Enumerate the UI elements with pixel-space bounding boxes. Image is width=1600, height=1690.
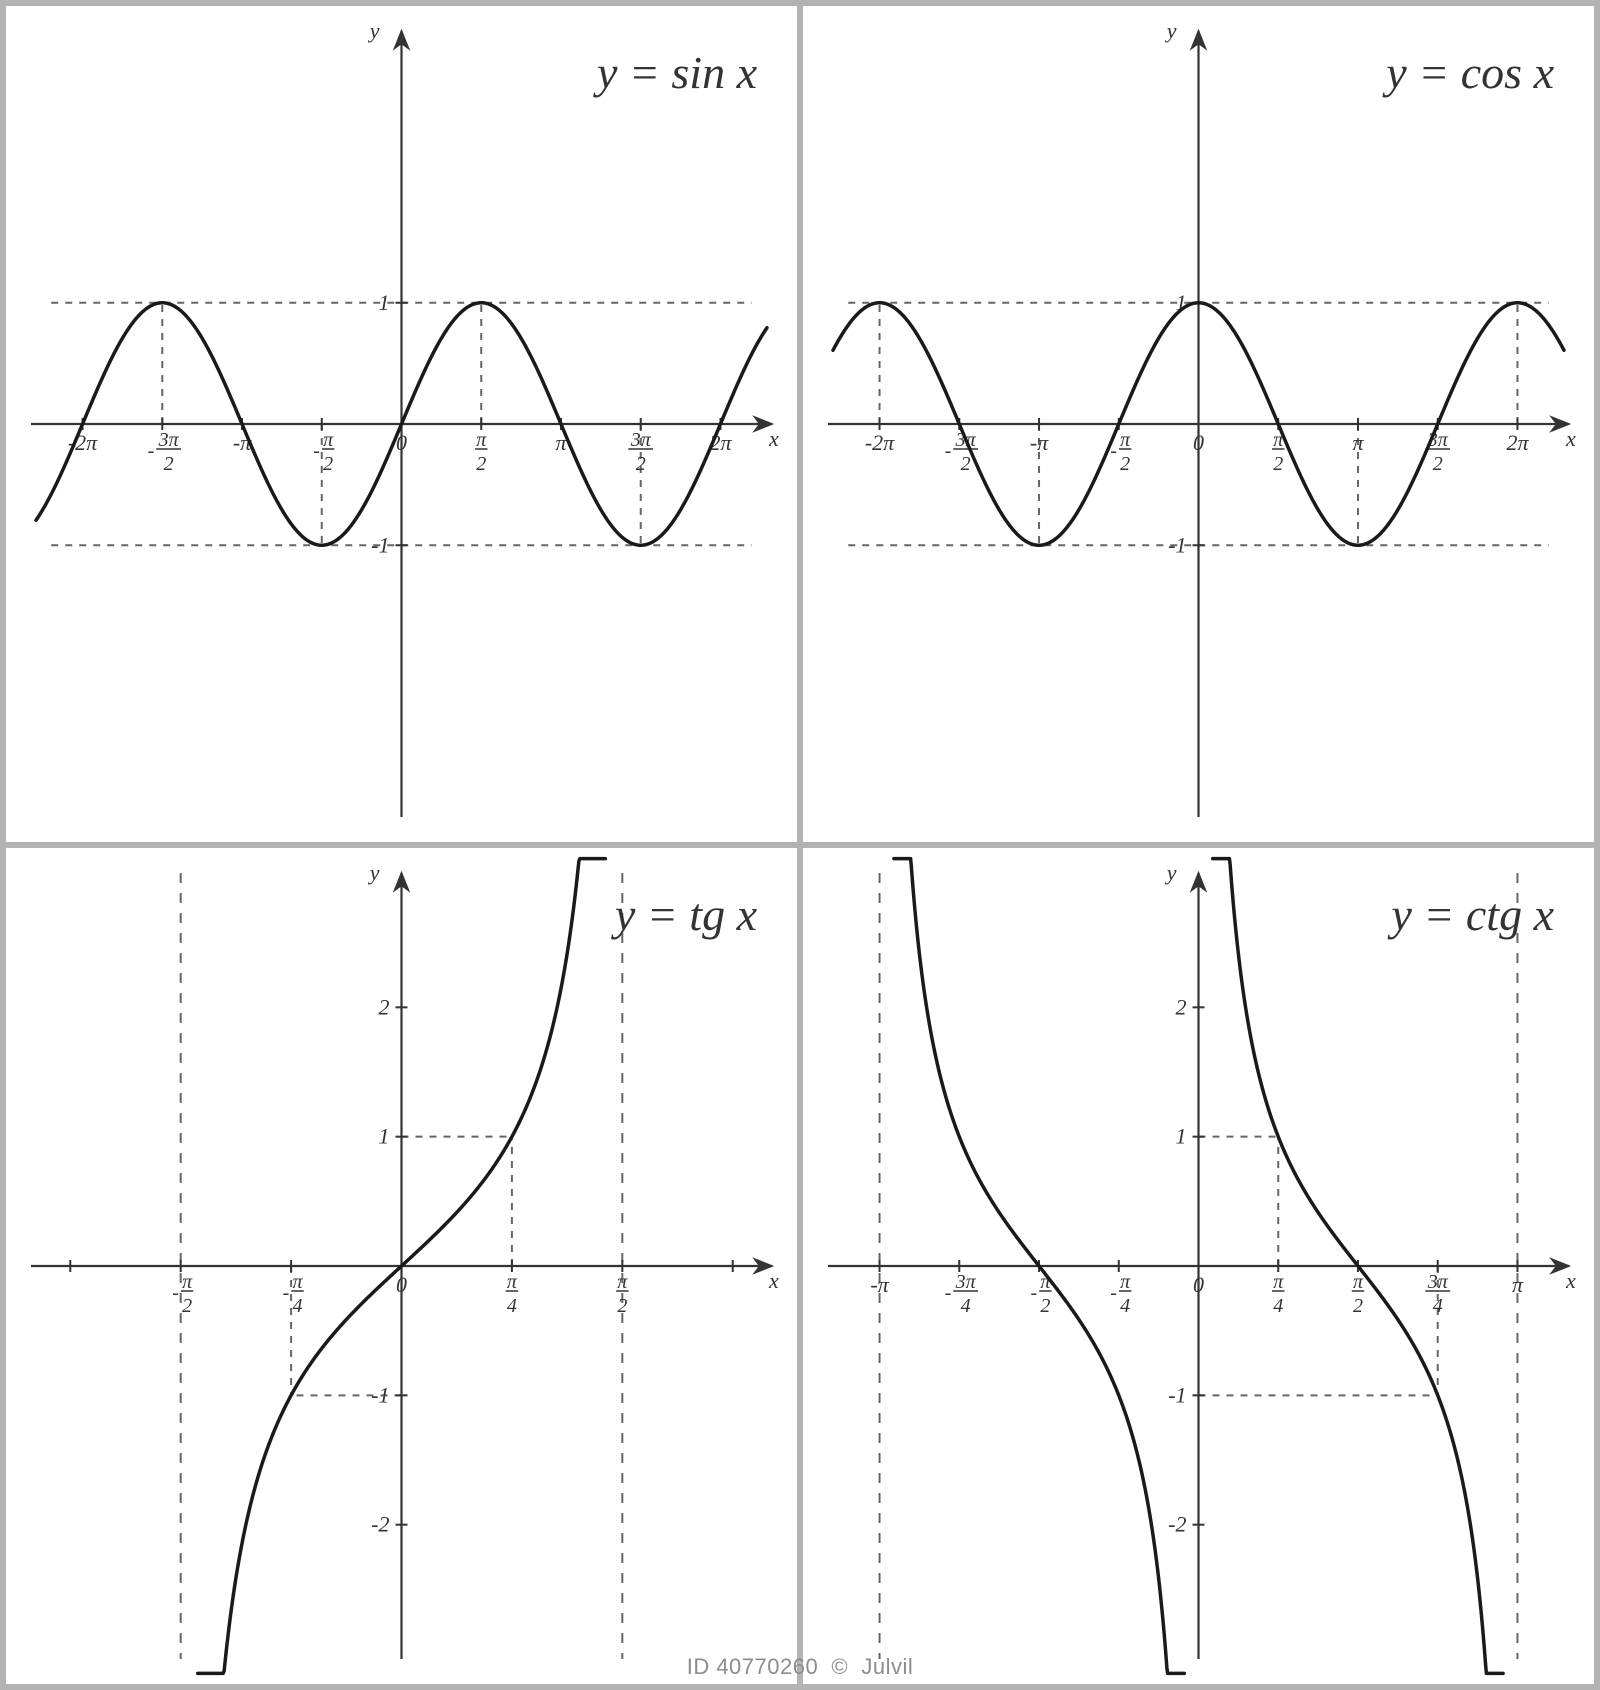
cos-title: y = cos x xyxy=(1386,46,1554,99)
svg-text:-: - xyxy=(945,440,952,462)
cos-chart: xy-2π3π2--ππ2-0π2π3π22π1-1 xyxy=(803,6,1594,842)
svg-text:-: - xyxy=(945,1282,952,1304)
svg-text:2: 2 xyxy=(617,1295,627,1317)
panel-ctg: xy-π3π4-π2-π4-0π4π23π4π21-1-2y = ctg x xyxy=(803,848,1594,1684)
svg-text:x: x xyxy=(1565,426,1576,451)
svg-text:4: 4 xyxy=(507,1295,517,1317)
svg-text:π: π xyxy=(476,429,487,451)
svg-text:3π: 3π xyxy=(955,1271,977,1293)
svg-text:x: x xyxy=(768,1268,779,1293)
svg-text:2: 2 xyxy=(323,453,333,475)
svg-text:2: 2 xyxy=(164,453,174,475)
svg-text:-: - xyxy=(148,440,155,462)
svg-text:4: 4 xyxy=(1273,1295,1283,1317)
tg-chart: xyπ2-π4-0π4π221-1-2 xyxy=(6,848,797,1684)
svg-text:x: x xyxy=(1565,1268,1576,1293)
panel-sin: xy-2π3π2--ππ2-0π2π3π22π1-1y = sin x xyxy=(6,6,797,842)
svg-text:0: 0 xyxy=(1193,430,1204,455)
svg-text:π: π xyxy=(1273,1271,1284,1293)
svg-text:-2: -2 xyxy=(371,1512,389,1537)
chart-grid: xy-2π3π2--ππ2-0π2π3π22π1-1y = sin x xy-2… xyxy=(0,0,1600,1690)
ctg-chart: xy-π3π4-π2-π4-0π4π23π4π21-1-2 xyxy=(803,848,1594,1684)
svg-text:-2: -2 xyxy=(1168,1512,1186,1537)
svg-text:-: - xyxy=(313,440,320,462)
svg-text:2: 2 xyxy=(1273,453,1283,475)
svg-text:1: 1 xyxy=(379,290,390,315)
svg-text:x: x xyxy=(768,426,779,451)
svg-text:2π: 2π xyxy=(1506,430,1529,455)
svg-text:π: π xyxy=(1120,1271,1131,1293)
sin-chart: xy-2π3π2--ππ2-0π2π3π22π1-1 xyxy=(6,6,797,842)
svg-text:-π: -π xyxy=(870,1272,889,1297)
svg-text:3π: 3π xyxy=(1427,1271,1449,1293)
svg-text:4: 4 xyxy=(961,1295,971,1317)
svg-text:y: y xyxy=(1165,860,1177,885)
svg-text:4: 4 xyxy=(1120,1295,1130,1317)
svg-text:-1: -1 xyxy=(1168,532,1186,557)
svg-text:π: π xyxy=(292,1271,303,1293)
svg-text:-1: -1 xyxy=(371,1382,389,1407)
svg-text:2: 2 xyxy=(379,994,390,1019)
panel-cos: xy-2π3π2--ππ2-0π2π3π22π1-1y = cos x xyxy=(803,6,1594,842)
svg-text:2: 2 xyxy=(182,1295,192,1317)
svg-text:π: π xyxy=(617,1271,628,1293)
svg-text:-: - xyxy=(1110,1282,1117,1304)
svg-text:π: π xyxy=(182,1271,193,1293)
svg-text:2: 2 xyxy=(636,453,646,475)
svg-text:1: 1 xyxy=(379,1124,390,1149)
svg-text:π: π xyxy=(323,429,334,451)
svg-text:0: 0 xyxy=(396,1272,407,1297)
svg-text:-: - xyxy=(1031,1282,1038,1304)
sin-title: y = sin x xyxy=(597,46,757,99)
svg-text:3π: 3π xyxy=(158,429,180,451)
svg-text:2: 2 xyxy=(1040,1295,1050,1317)
ctg-title: y = ctg x xyxy=(1391,888,1554,941)
svg-text:2: 2 xyxy=(1353,1295,1363,1317)
svg-text:y: y xyxy=(368,18,380,43)
svg-text:2: 2 xyxy=(476,453,486,475)
svg-text:π: π xyxy=(507,1271,518,1293)
svg-text:3π: 3π xyxy=(630,429,652,451)
svg-text:π: π xyxy=(1120,429,1131,451)
svg-text:y: y xyxy=(1165,18,1177,43)
svg-text:2: 2 xyxy=(1120,453,1130,475)
svg-text:y: y xyxy=(368,860,380,885)
svg-text:-: - xyxy=(172,1282,179,1304)
footer-id: ID 40770260 xyxy=(687,1654,819,1679)
svg-text:π: π xyxy=(1512,1272,1524,1297)
svg-text:4: 4 xyxy=(292,1295,302,1317)
svg-text:0: 0 xyxy=(1193,1272,1204,1297)
svg-text:2: 2 xyxy=(1433,453,1443,475)
panel-tg: xyπ2-π4-0π4π221-1-2y = tg x xyxy=(6,848,797,1684)
svg-text:-π: -π xyxy=(1030,430,1049,455)
tg-title: y = tg x xyxy=(615,888,757,941)
svg-text:-1: -1 xyxy=(371,532,389,557)
svg-text:-: - xyxy=(283,1282,290,1304)
svg-text:π: π xyxy=(1352,430,1364,455)
svg-text:2: 2 xyxy=(1176,994,1187,1019)
footer-author: Julvil xyxy=(861,1654,913,1679)
svg-text:1: 1 xyxy=(1176,1124,1187,1149)
svg-text:-2π: -2π xyxy=(865,430,895,455)
svg-text:4: 4 xyxy=(1433,1295,1443,1317)
footer: ID 40770260 © Julvil xyxy=(687,1654,914,1680)
svg-text:-1: -1 xyxy=(1168,1382,1186,1407)
svg-text:2: 2 xyxy=(961,453,971,475)
